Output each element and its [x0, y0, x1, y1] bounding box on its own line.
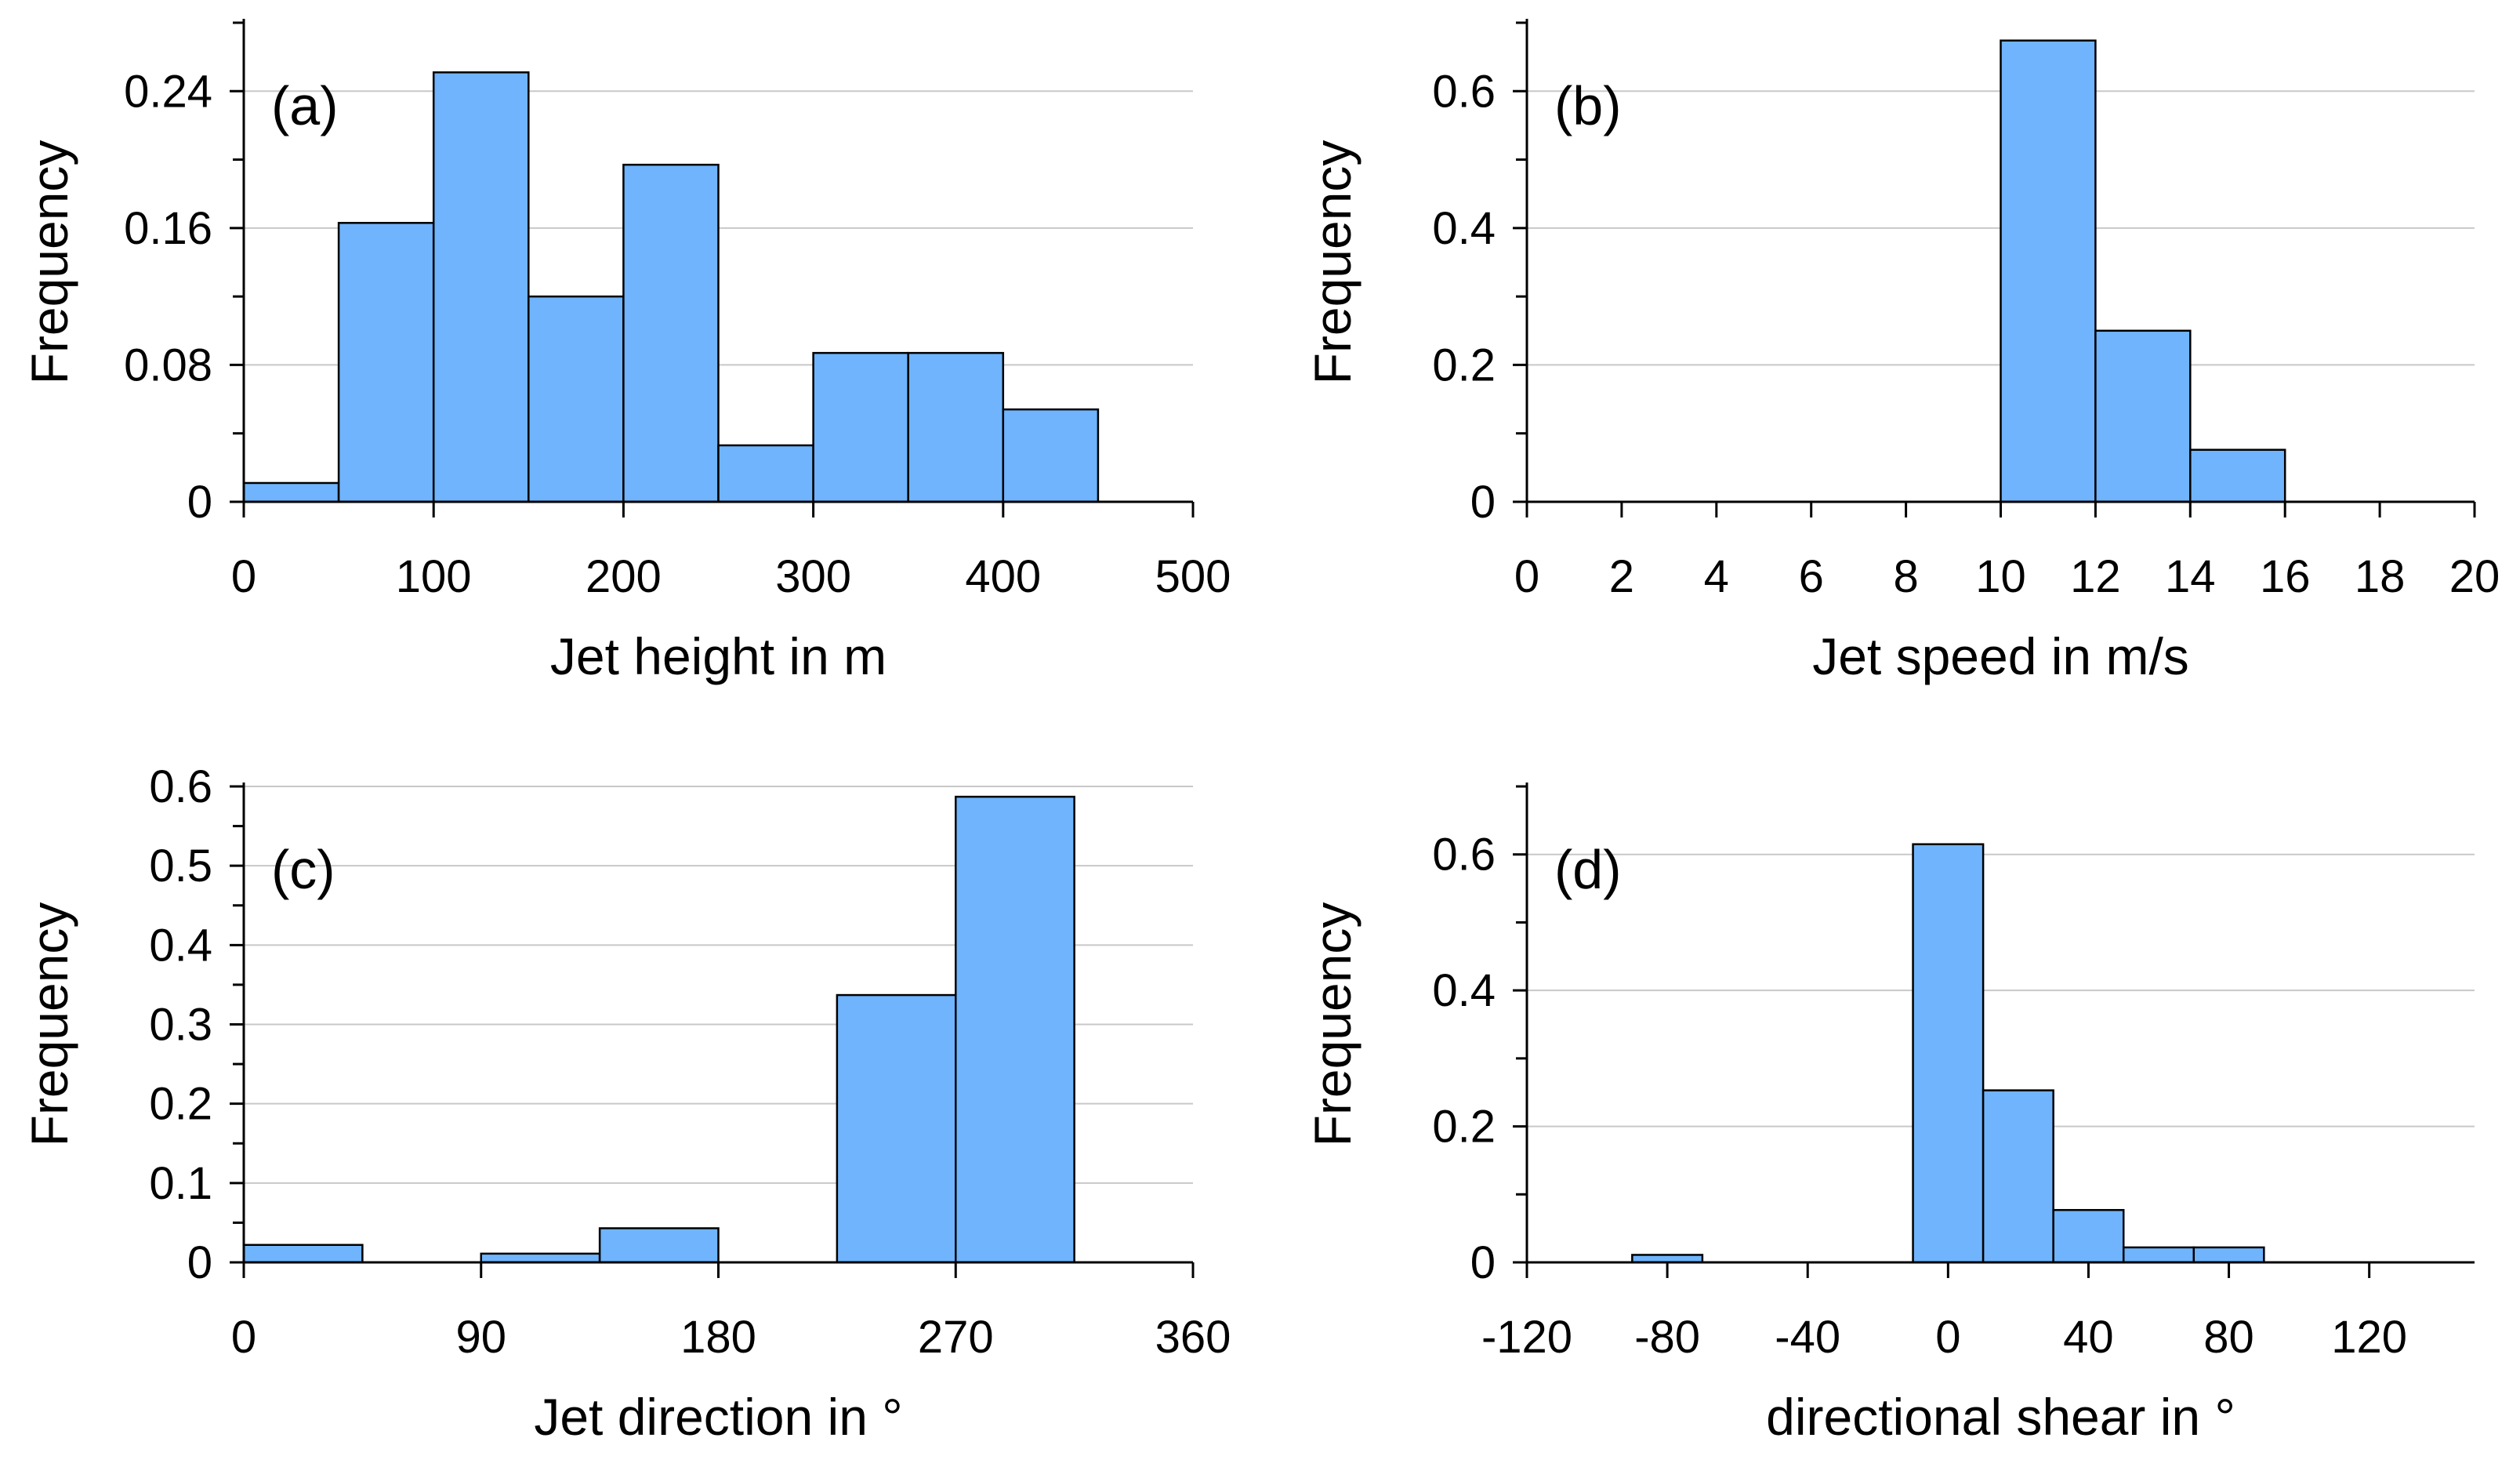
x-tick-label: 4 — [1704, 551, 1729, 602]
x-axis-label: Jet height in m — [550, 627, 887, 685]
chart-panel-4: 0 0.2 0.4 0.6 -120 -80 -40 0 40 80 120 directional … — [1304, 783, 2475, 1446]
x-tick-label: 20 — [2449, 551, 2500, 602]
histogram-bar — [1912, 843, 1985, 1264]
x-tick-label: 10 — [1975, 551, 2026, 602]
y-axis-label: Frequency — [20, 140, 78, 385]
y-tick-label: 0 — [1470, 477, 1496, 528]
y-tick-label: 0.2 — [1432, 340, 1496, 390]
x-tick-label: 18 — [2355, 551, 2406, 602]
x-axis-label: Jet direction in ° — [534, 1388, 902, 1446]
histogram-bar — [622, 163, 720, 503]
y-tick-label: 0.24 — [124, 66, 212, 117]
x-tick-label: 0 — [1935, 1312, 1960, 1363]
x-tick-label: 16 — [2260, 551, 2311, 602]
x-tick-label: 0 — [1514, 551, 1539, 602]
y-tick-label: 0.3 — [149, 1000, 212, 1051]
y-tick-label: 0.4 — [149, 920, 212, 971]
histogram-bar — [717, 444, 814, 503]
y-tick-label: 0.16 — [124, 203, 212, 254]
chart-panel-2: 0 0.2 0.4 0.6 0 2 4 6 8 10 12 14 16 18 20 Jet speed in … — [1304, 19, 2500, 685]
histogram-bar — [480, 1252, 601, 1264]
x-tick-label: -80 — [1634, 1312, 1700, 1363]
histogram-bar — [955, 795, 1075, 1264]
histogram-bar — [836, 993, 957, 1264]
histogram-bar — [432, 71, 530, 503]
x-tick-label: 14 — [2165, 551, 2216, 602]
x-tick-label: 400 — [965, 551, 1041, 602]
y-tick-label: 0 — [1470, 1237, 1496, 1288]
histogram-bar — [242, 481, 340, 503]
y-axis-label: Frequency — [20, 902, 78, 1147]
y-tick-label: 0.1 — [149, 1158, 212, 1209]
x-tick-label: 120 — [2331, 1312, 2407, 1363]
y-tick-label: 0.4 — [1432, 203, 1496, 254]
x-tick-label: 500 — [1155, 551, 1231, 602]
x-tick-label: -120 — [1481, 1312, 1572, 1363]
x-tick-label: 270 — [918, 1312, 994, 1363]
y-tick-label: 0.08 — [124, 340, 212, 390]
panel-label: (c) — [271, 839, 335, 900]
x-tick-label: 360 — [1155, 1312, 1231, 1363]
x-tick-label: 8 — [1893, 551, 1918, 602]
histogram-bar — [907, 351, 1005, 503]
y-tick-label: 0.6 — [1432, 66, 1496, 117]
panel-label: (b) — [1554, 75, 1622, 136]
y-tick-label: 0.5 — [149, 841, 212, 891]
y-tick-label: 0.6 — [149, 761, 212, 812]
x-tick-label: 12 — [2070, 551, 2121, 602]
histogram-bar — [2000, 39, 2097, 503]
x-tick-label: 90 — [455, 1312, 506, 1363]
y-axis-label: Frequency — [1304, 902, 1362, 1147]
histogram-bar — [242, 1244, 364, 1264]
histogram-bar — [598, 1227, 720, 1264]
x-tick-label: 180 — [680, 1312, 756, 1363]
x-tick-label: 2 — [1609, 551, 1634, 602]
x-tick-label: 0 — [231, 551, 256, 602]
panel-label: (d) — [1554, 839, 1622, 900]
histogram-bar — [2052, 1208, 2125, 1264]
y-tick-label: 0 — [187, 1237, 212, 1288]
y-tick-label: 0.2 — [1432, 1102, 1496, 1153]
chart-panel-3: 0 0.1 0.2 0.3 0.4 0.5 0.6 0 90 180 270 360 Jet direc… — [20, 761, 1231, 1446]
histogram-bar — [528, 295, 625, 503]
histogram-bar — [2192, 1246, 2265, 1264]
y-tick-label: 0 — [187, 477, 212, 528]
x-axis-label: Jet speed in m/s — [1812, 627, 2189, 685]
x-tick-label: 300 — [775, 551, 851, 602]
histogram-bar — [2122, 1246, 2195, 1264]
histogram-bar — [1002, 408, 1100, 503]
x-tick-label: 0 — [231, 1312, 256, 1363]
histogram-bar — [812, 351, 909, 503]
x-tick-label: 80 — [2203, 1312, 2254, 1363]
histogram-bar — [2094, 329, 2192, 503]
x-tick-label: 6 — [1799, 551, 1824, 602]
histogram-bar — [337, 222, 435, 503]
chart-panel-1: 0 0.08 0.16 0.24 0 100 200 300 400 500 Jet height … — [20, 19, 1231, 685]
histogram-bar — [1982, 1089, 2054, 1264]
histogram-bar — [2189, 448, 2286, 503]
x-axis-label: directional shear in ° — [1766, 1388, 2235, 1446]
x-tick-label: 200 — [586, 551, 662, 602]
y-tick-label: 0.4 — [1432, 965, 1496, 1016]
x-tick-label: 40 — [2063, 1312, 2114, 1363]
panel-label: (a) — [271, 75, 339, 136]
x-tick-label: 100 — [396, 551, 472, 602]
y-tick-label: 0.6 — [1432, 830, 1496, 881]
y-tick-label: 0.2 — [149, 1079, 212, 1130]
y-axis-label: Frequency — [1304, 140, 1362, 385]
x-tick-label: -40 — [1775, 1312, 1840, 1363]
